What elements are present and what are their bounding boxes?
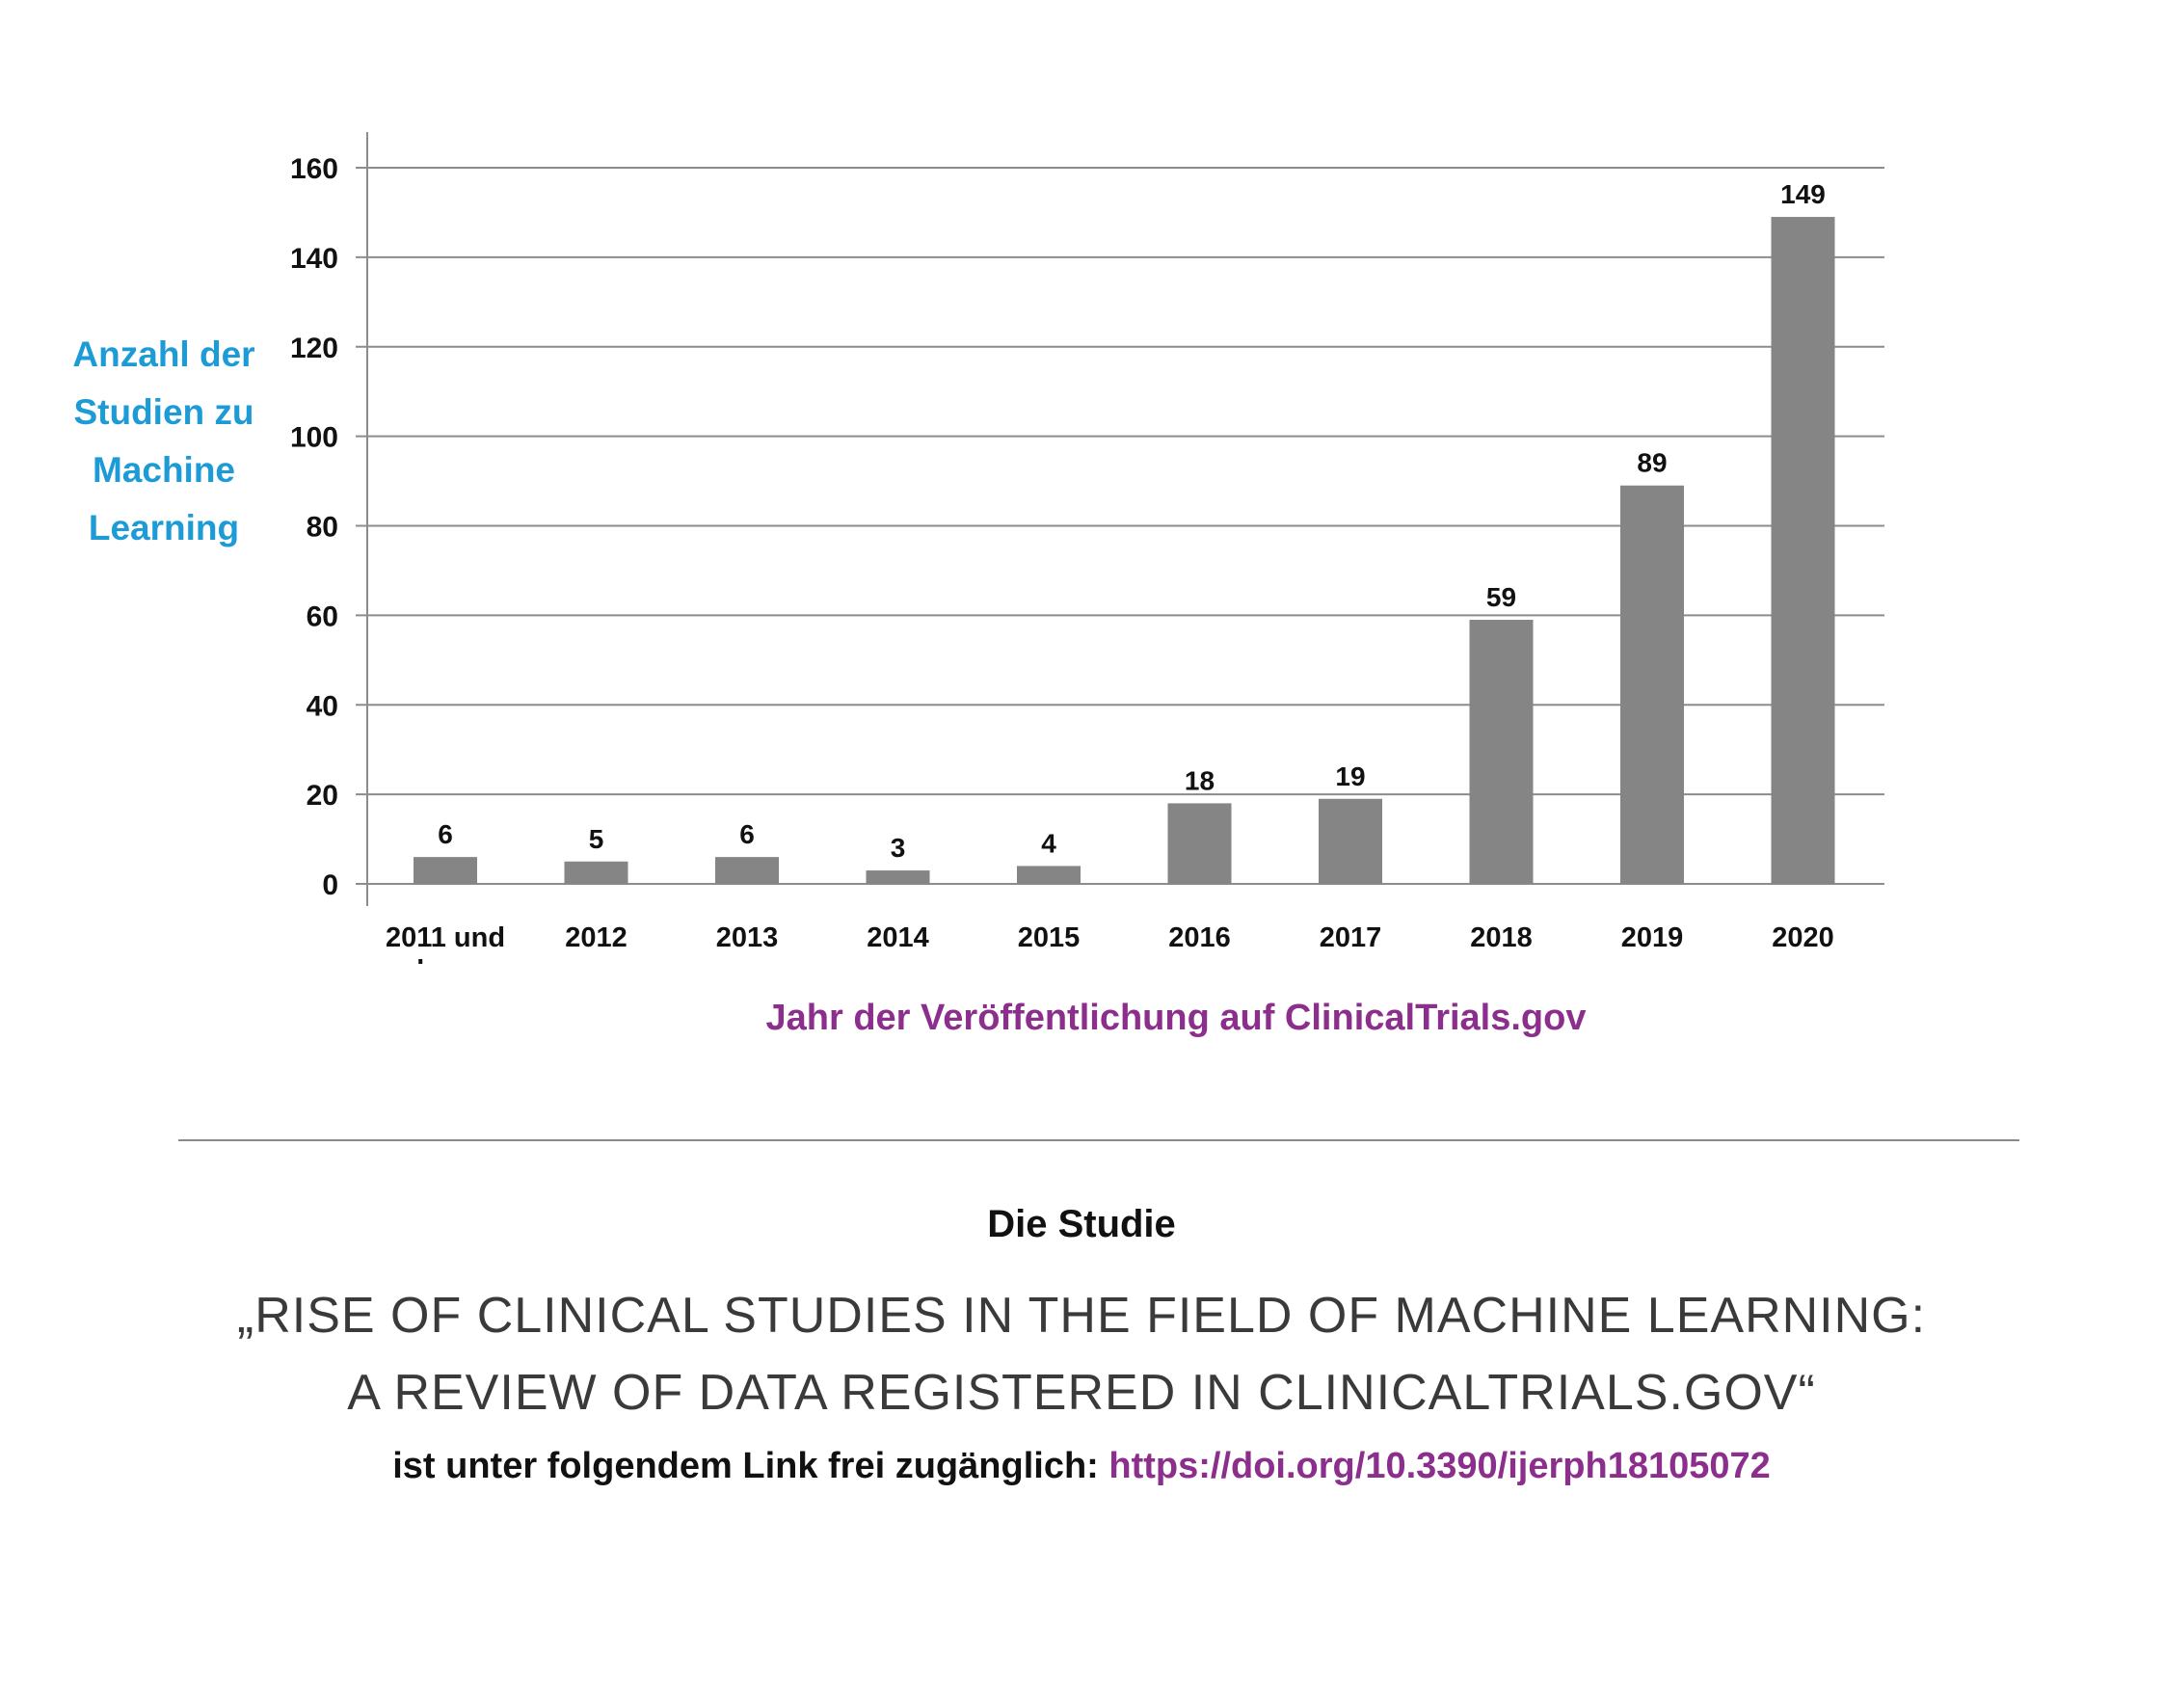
x-tick-label: 2011 unddavor xyxy=(386,922,505,964)
study-link-line: ist unter folgendem Link frei zugänglich… xyxy=(0,1446,2163,1487)
x-tick-label: 2013 xyxy=(716,922,779,953)
y-axis-label: Anzahl der Studien zu Machine Learning xyxy=(72,334,255,547)
bar-data-label: 6 xyxy=(739,819,755,849)
y-tick-label: 20 xyxy=(307,780,338,812)
y-tick-label: 100 xyxy=(290,422,338,454)
bar-data-label: 89 xyxy=(1637,448,1667,478)
bar xyxy=(1167,803,1232,884)
section-divider xyxy=(178,1139,2019,1141)
study-title-line-2: A REVIEW OF DATA REGISTERED IN CLINICALT… xyxy=(347,1365,1816,1421)
bar-data-label: 18 xyxy=(1185,765,1215,795)
y-tick-label: 60 xyxy=(307,600,338,632)
y-tick-label: 40 xyxy=(307,690,338,722)
x-tick-label: 2016 xyxy=(1168,922,1231,953)
x-tick-label: 2012 xyxy=(565,922,628,953)
bar xyxy=(1469,620,1534,884)
bar xyxy=(1620,485,1684,884)
y-tick-label: 160 xyxy=(290,153,338,185)
bar xyxy=(1319,798,1382,884)
x-tick-label: 2018 xyxy=(1470,922,1533,953)
bar-data-label: 4 xyxy=(1041,828,1056,858)
study-doi-link[interactable]: https://doi.org/10.3390/ijerph18105072 xyxy=(1108,1446,1771,1486)
study-link-prefix: ist unter folgendem Link frei zugänglich… xyxy=(392,1446,1109,1486)
bar xyxy=(1771,217,1835,885)
bar-data-label: 6 xyxy=(438,819,453,849)
bar-data-label: 5 xyxy=(589,824,604,854)
bar xyxy=(1017,866,1081,884)
x-tick-label: 2014 xyxy=(867,922,929,953)
x-tick-label: 2019 xyxy=(1621,922,1684,953)
bar-data-label: 3 xyxy=(891,833,906,863)
x-tick-label: 2020 xyxy=(1772,922,1834,953)
bar-data-label: 149 xyxy=(1780,179,1826,209)
bar xyxy=(414,857,477,884)
x-axis-label: Jahr der Veröffentlichung auf ClinicalTr… xyxy=(765,998,1587,1038)
bar xyxy=(866,870,930,884)
y-tick-label: 80 xyxy=(307,512,338,544)
y-tick-label: 0 xyxy=(322,869,338,901)
bar-data-label: 59 xyxy=(1486,582,1516,612)
x-tick-label: 2017 xyxy=(1320,922,1382,953)
bar xyxy=(564,861,628,884)
bar-chart: 0 20 40 60 80 100 120 140 160 6 2011 unddavor 5 2012… xyxy=(290,132,1884,964)
bar-data-label: 19 xyxy=(1335,761,1365,791)
y-tick-label: 140 xyxy=(290,243,338,275)
bar xyxy=(715,857,779,884)
study-heading: Die Studie xyxy=(987,1203,1176,1245)
x-tick-label: 2015 xyxy=(1018,922,1081,953)
study-title-line-1: „RISE OF CLINICAL STUDIES IN THE FIELD O… xyxy=(236,1288,1927,1344)
y-tick-label: 120 xyxy=(290,333,338,364)
